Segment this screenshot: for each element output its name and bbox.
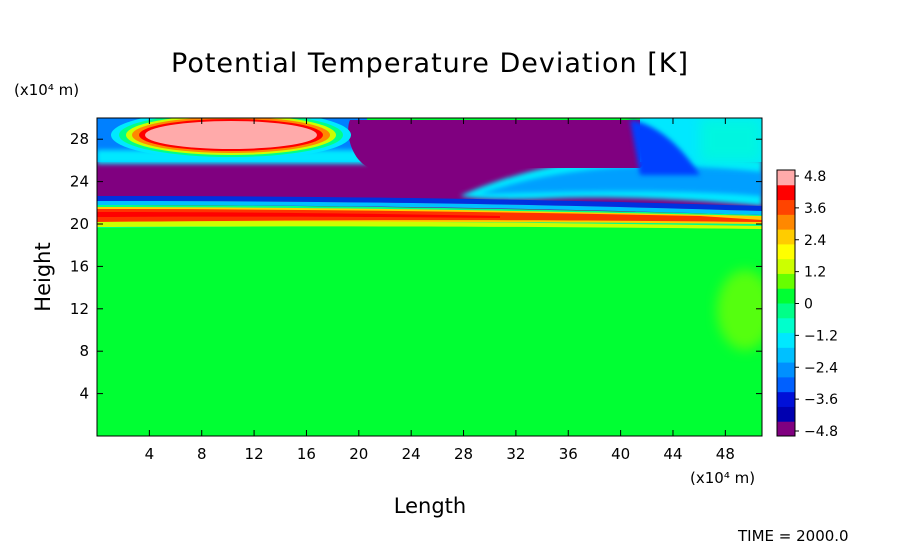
x-axis-label: Length (394, 494, 466, 518)
colorbar-swatch (777, 243, 795, 260)
colorbar-swatch (777, 184, 795, 201)
colorbar-swatch (777, 362, 795, 378)
colorbar-swatch (777, 406, 795, 422)
y-tick-label: 4 (79, 385, 89, 403)
x-tick-label: 36 (559, 445, 578, 463)
colorbar-swatch (777, 332, 795, 348)
y-tick-label: 16 (70, 257, 89, 275)
colorbar: 4.8 3.6 2.4 1.2 0 −1.2 −2.4 −3.6 −4.8 (776, 169, 838, 440)
warm-blob (111, 118, 351, 160)
x-tick-label: 40 (611, 445, 630, 463)
colorbar-label: 4.8 (804, 169, 826, 185)
chart-title: Potential Temperature Deviation [K] (171, 48, 689, 79)
colorbar-label: −1.2 (804, 328, 838, 344)
time-label: TIME = 2000.0 (737, 527, 849, 544)
colorbar-label: 0 (804, 297, 813, 313)
colorbar-swatch (777, 317, 795, 334)
x-unit-label: (x10⁴ m) (690, 469, 755, 487)
colorbar-swatch (777, 376, 795, 393)
colorbar-swatch (777, 199, 795, 215)
plot-frame (96, 117, 763, 437)
y-tick-label: 20 (70, 215, 89, 233)
y-tick-label: 24 (70, 173, 89, 191)
x-tick-label: 8 (197, 445, 207, 463)
x-tick-label: 4 (145, 445, 155, 463)
x-tick-label: 44 (663, 445, 682, 463)
colorbar-label: −4.8 (804, 424, 838, 440)
y-unit-label: (x10⁴ m) (14, 81, 79, 99)
heatmap-field (97, 118, 762, 436)
colorbar-label: 2.4 (804, 233, 826, 249)
y-tick-label: 8 (79, 342, 89, 360)
cold-cap (348, 120, 650, 168)
colorbar-swatch (777, 229, 795, 245)
colorbar-swatch (777, 273, 795, 289)
x-tick-label: 32 (506, 445, 525, 463)
colorbar-swatch (777, 170, 795, 186)
colorbar-swatch (777, 347, 795, 363)
x-tick-label: 48 (716, 445, 735, 463)
colorbar-swatch (777, 214, 795, 230)
colorbar-label: 1.2 (804, 265, 826, 281)
colorbar-swatch (777, 391, 795, 407)
y-tick-label: 28 (70, 130, 89, 148)
x-axis: 4 8 12 16 20 24 28 32 36 40 44 48 (145, 118, 735, 463)
y-tick-label: 12 (70, 300, 89, 318)
x-tick-label: 28 (454, 445, 473, 463)
x-tick-label: 24 (402, 445, 421, 463)
colorbar-label: −3.6 (804, 392, 838, 408)
colorbar-label: −2.4 (804, 360, 838, 376)
x-tick-label: 12 (245, 445, 264, 463)
x-tick-label: 16 (297, 445, 316, 463)
colorbar-swatch (777, 258, 795, 274)
colorbar-swatch (777, 421, 795, 437)
y-axis-label: Height (31, 242, 55, 311)
colorbar-swatch (777, 288, 795, 304)
x-tick-label: 20 (349, 445, 368, 463)
colorbar-swatch (777, 303, 795, 319)
colorbar-label: 3.6 (804, 201, 826, 217)
y-axis: 4 8 12 16 20 24 28 (70, 130, 762, 403)
